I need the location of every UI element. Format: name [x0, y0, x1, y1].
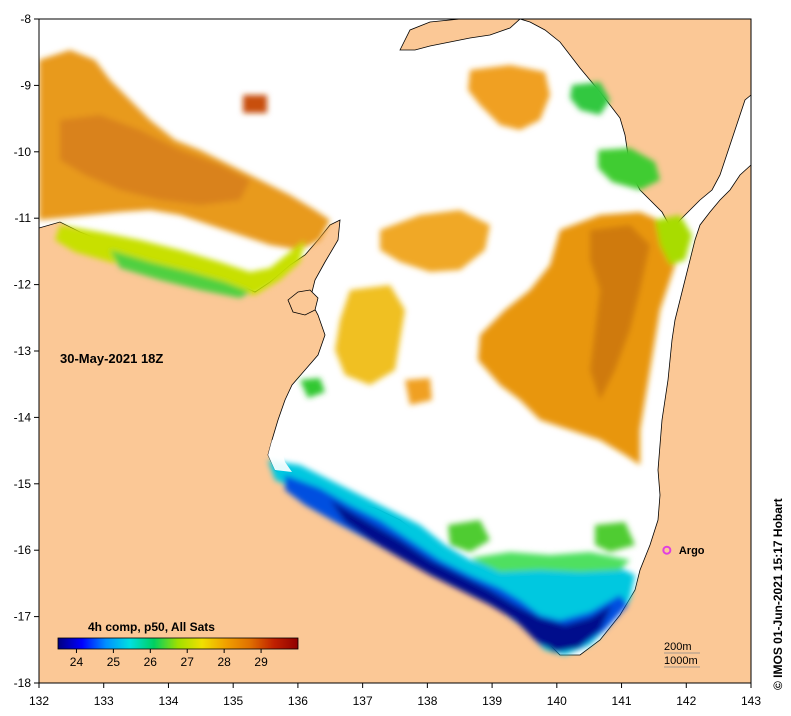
depth-label-200: 200m	[664, 641, 692, 653]
legend-tick-label: 29	[254, 655, 268, 669]
legend-colorbar	[57, 637, 299, 650]
sst-patch-mid-north	[380, 210, 490, 272]
x-tick-label: 133	[94, 694, 114, 708]
legend-tick-label: 27	[181, 655, 195, 669]
argo-icon[interactable]	[662, 545, 672, 555]
x-tick-label: 132	[29, 694, 49, 708]
sst-patch-nw-coast	[55, 225, 305, 295]
y-tick-label: -10	[14, 145, 32, 159]
sst-patch-orange-mid	[405, 378, 432, 405]
legend-tick-label: 25	[107, 655, 121, 669]
y-tick-label: -13	[14, 344, 32, 358]
sst-patch-south-navy	[330, 500, 612, 652]
land-cape-york	[519, 19, 751, 231]
color-legend: 4h comp, p50, All Sats 24 25 26 27 28 29	[57, 620, 299, 669]
land-groote-eylandt	[287, 289, 319, 316]
x-tick-label: 137	[353, 694, 373, 708]
argo-marker[interactable]: Argo	[662, 545, 705, 557]
sst-patch-south-cyan	[268, 460, 635, 655]
legend-tick-label: 24	[70, 655, 84, 669]
sst-patch-nw-dark	[60, 115, 250, 205]
y-tick-label: -16	[14, 543, 32, 557]
y-tick-label: -17	[14, 610, 32, 624]
sst-patch-south-green-1	[448, 520, 490, 552]
depth-label-1000: 1000m	[664, 655, 698, 667]
coastal-nodata	[268, 440, 292, 472]
land-new-guinea	[399, 19, 521, 51]
legend-ticks: 24 25 26 27 28 29	[70, 649, 268, 669]
y-tick-label: -15	[14, 477, 32, 491]
sst-patch-nw-green	[110, 250, 250, 298]
x-axis: 132 133 134 135 136 137 138 139 140 141 142 143	[29, 683, 761, 708]
x-tick-label: 136	[288, 694, 308, 708]
sst-patch-ne-green-2	[598, 148, 660, 190]
x-tick-label: 143	[741, 694, 761, 708]
sst-patch-west-green	[300, 378, 325, 398]
sst-patch-east-green	[655, 215, 692, 265]
sst-field	[39, 50, 692, 655]
sst-patch-nw	[39, 50, 330, 250]
x-tick-label: 142	[676, 694, 696, 708]
y-tick-label: -11	[15, 211, 32, 225]
y-tick-label: -14	[14, 410, 32, 424]
sst-patch-ne-green-1	[570, 82, 610, 115]
x-tick-label: 139	[482, 694, 502, 708]
argo-label: Argo	[679, 545, 705, 557]
y-axis: -8 -9 -10 -11 -12 -13 -14 -15 -16 -17 -18	[14, 12, 39, 690]
x-tick-label: 135	[223, 694, 243, 708]
y-tick-label: -18	[14, 676, 32, 690]
sst-patch-south-blue	[285, 475, 628, 652]
x-tick-label: 134	[158, 694, 178, 708]
sst-patch-east-core	[590, 225, 650, 400]
legend-tick-label: 26	[144, 655, 158, 669]
sst-patch-red	[243, 95, 267, 113]
sst-patch-south-lime	[470, 552, 630, 572]
depth-contour-legend: 200m 1000m	[664, 641, 700, 668]
y-tick-label: -12	[14, 278, 32, 292]
timestamp-label: 30-May-2021 18Z	[60, 351, 163, 366]
sst-patch-north-center	[468, 65, 550, 130]
legend-title: 4h comp, p50, All Sats	[88, 620, 215, 634]
sst-patch-west-central	[335, 285, 405, 385]
y-tick-label: -8	[20, 12, 31, 26]
sst-patch-south-green-2	[595, 522, 635, 552]
legend-tick-label: 28	[217, 655, 231, 669]
y-tick-label: -9	[20, 78, 31, 92]
x-tick-label: 141	[612, 694, 632, 708]
credit-text: © IMOS 01-Jun-2021 15:17 Hobart	[771, 498, 785, 690]
x-tick-label: 140	[547, 694, 567, 708]
x-tick-label: 138	[417, 694, 437, 708]
